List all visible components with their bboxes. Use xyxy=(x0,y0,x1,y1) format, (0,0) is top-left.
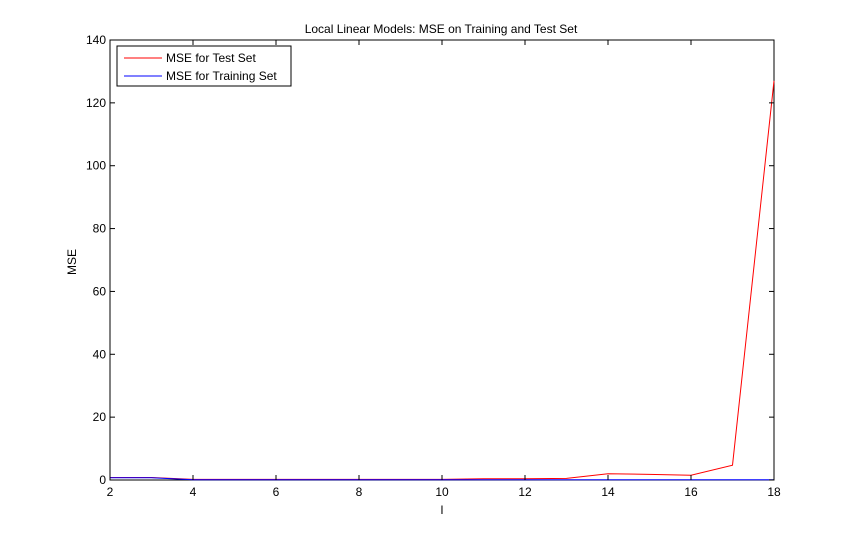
y-tick-label: 140 xyxy=(86,33,106,47)
y-axis-label: MSE xyxy=(65,249,79,275)
y-tick-label: 20 xyxy=(93,410,107,424)
y-tick-label: 60 xyxy=(93,284,107,298)
x-axis: 2 4 6 8 10 12 14 16 18 xyxy=(107,40,781,499)
y-tick-label: 0 xyxy=(99,473,106,487)
legend: MSE for Test Set MSE for Training Set xyxy=(116,45,292,87)
x-tick-label: 2 xyxy=(107,485,114,499)
x-tick-label: 8 xyxy=(356,485,363,499)
chart-title: Local Linear Models: MSE on Training and… xyxy=(305,22,578,36)
x-tick-label: 12 xyxy=(518,485,532,499)
legend-label-test: MSE for Test Set xyxy=(166,51,256,65)
y-axis: 0 20 40 60 80 100 120 140 xyxy=(86,33,774,487)
x-tick-label: 14 xyxy=(601,485,615,499)
x-tick-label: 10 xyxy=(435,485,449,499)
y-tick-label: 80 xyxy=(93,222,107,236)
x-tick-label: 6 xyxy=(273,485,280,499)
y-tick-label: 100 xyxy=(86,159,106,173)
x-axis-label: l xyxy=(441,503,444,517)
y-tick-label: 40 xyxy=(93,347,107,361)
legend-box xyxy=(116,45,292,87)
plot-area xyxy=(109,39,775,481)
x-tick-label: 18 xyxy=(767,485,781,499)
plot-frame xyxy=(109,39,775,481)
y-tick-label: 120 xyxy=(86,96,106,110)
x-tick-label: 4 xyxy=(190,485,197,499)
x-tick-label: 16 xyxy=(684,485,698,499)
legend-label-training: MSE for Training Set xyxy=(166,69,277,83)
